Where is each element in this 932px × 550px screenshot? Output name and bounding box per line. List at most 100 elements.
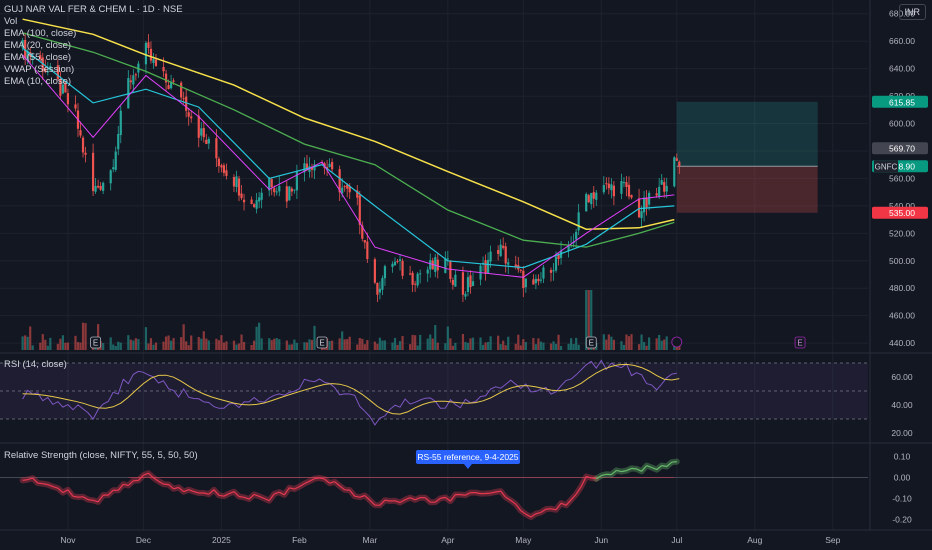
volume-bar: [373, 341, 376, 350]
volume-bar: [129, 339, 132, 350]
price-tick-4: 600.00: [889, 119, 915, 129]
x-axis-label-0: Nov: [60, 535, 76, 545]
volume-bar: [383, 340, 387, 350]
volume-bar: [268, 338, 271, 350]
volume-bar: [205, 338, 208, 350]
candle-body: [26, 50, 29, 60]
volume-bar: [519, 345, 522, 350]
dividend-icon: [671, 336, 683, 348]
volume-bar: [517, 334, 520, 350]
candle-body: [149, 48, 153, 61]
candle-body: [673, 157, 676, 187]
volume-bar: [137, 339, 140, 350]
volume-bar: [549, 343, 553, 350]
volume-bar: [295, 342, 298, 350]
stop-price-label-bg: [872, 206, 928, 219]
symbol-line[interactable]: GUJ NAR VAL FER & CHEM L · 1D · NSE: [4, 4, 183, 15]
volume-bar: [185, 341, 188, 350]
volume-bar: [112, 344, 115, 350]
volume-bar: [305, 342, 309, 350]
volume-bar: [328, 340, 331, 350]
indicator-ema55[interactable]: EMA (55, close): [4, 52, 72, 63]
candle-body: [464, 293, 467, 297]
volume-bar: [408, 344, 412, 350]
candle-body: [207, 138, 210, 144]
x-axis-label-5: Apr: [441, 535, 454, 545]
candle-body: [258, 197, 261, 202]
volume-bar: [242, 341, 246, 350]
volume-bar: [454, 342, 457, 350]
candle-body: [451, 279, 454, 285]
volume-bar: [293, 339, 296, 350]
candle-body: [331, 161, 334, 170]
candle-body: [119, 110, 122, 135]
x-axis-label-4: Mar: [363, 535, 378, 545]
candle-body: [486, 259, 490, 274]
volume-bar: [343, 339, 346, 350]
volume-bar: [119, 342, 122, 350]
candle-body: [358, 195, 361, 225]
volume-bar: [59, 338, 62, 350]
volume-bar: [444, 343, 447, 350]
volume-bar: [66, 342, 70, 350]
price-tick-10: 480.00: [889, 283, 915, 293]
candle-body: [381, 278, 384, 290]
rsi-tick-0: 60.00: [891, 372, 913, 382]
volume-bar: [414, 335, 417, 350]
candles-group: [21, 32, 681, 303]
volume-bar: [464, 342, 467, 350]
volume-bar: [645, 345, 648, 350]
candle-body: [182, 98, 185, 100]
volume-bar: [348, 336, 351, 350]
volume-bar: [522, 339, 525, 350]
candle-body: [484, 260, 487, 274]
candle-body: [242, 199, 246, 203]
candle-body: [31, 56, 34, 58]
candle-body: [592, 192, 595, 199]
volume-bar: [217, 340, 220, 350]
volume-bar: [449, 338, 452, 350]
volume-bar: [434, 325, 437, 350]
candle-body: [612, 185, 615, 197]
candle-body: [557, 254, 560, 259]
last-close-label-bg: [872, 142, 928, 155]
volume-bar: [554, 343, 558, 350]
volume-bar: [542, 342, 545, 350]
volume-bar: [366, 340, 369, 350]
indicator-vol[interactable]: Vol: [4, 16, 18, 27]
candle-body: [222, 165, 226, 173]
candle-body: [21, 39, 24, 48]
indicator-ema20[interactable]: EMA (20, close): [4, 40, 72, 51]
ema10-line: [22, 54, 675, 278]
volume-bar: [182, 324, 185, 350]
candle-body: [411, 272, 414, 285]
indicator-ema100[interactable]: EMA (100, close): [4, 28, 77, 39]
candle-body: [645, 197, 648, 208]
candle-body: [102, 182, 105, 191]
candle-body: [396, 261, 399, 263]
indicator-ema10[interactable]: EMA (10, close): [4, 76, 72, 87]
currency-button[interactable]: INR: [898, 4, 926, 20]
volume-bar: [570, 338, 573, 350]
volume-bar: [285, 340, 288, 350]
volume-bar: [84, 323, 87, 350]
candle-body: [383, 266, 387, 279]
volume-bar: [117, 341, 120, 350]
candle-body: [217, 158, 220, 167]
rsi-pane-title[interactable]: RSI (14, close): [4, 359, 67, 370]
rs-pane-title[interactable]: Relative Strength (close, NIFTY, 55, 5, …: [4, 450, 198, 461]
candle-body: [401, 260, 404, 276]
volume-bar: [378, 337, 382, 350]
candle-body: [147, 42, 150, 48]
indicator-vwap[interactable]: VWAP (Session): [4, 64, 75, 75]
candle-body: [532, 279, 535, 285]
volume-bar: [361, 338, 364, 350]
candle-body: [398, 259, 402, 261]
candle-body: [602, 185, 605, 193]
candle-body: [185, 96, 188, 111]
candle-body: [648, 192, 651, 205]
volume-bar: [162, 341, 165, 350]
volume-bar: [630, 334, 633, 350]
volume-bar: [341, 331, 344, 350]
